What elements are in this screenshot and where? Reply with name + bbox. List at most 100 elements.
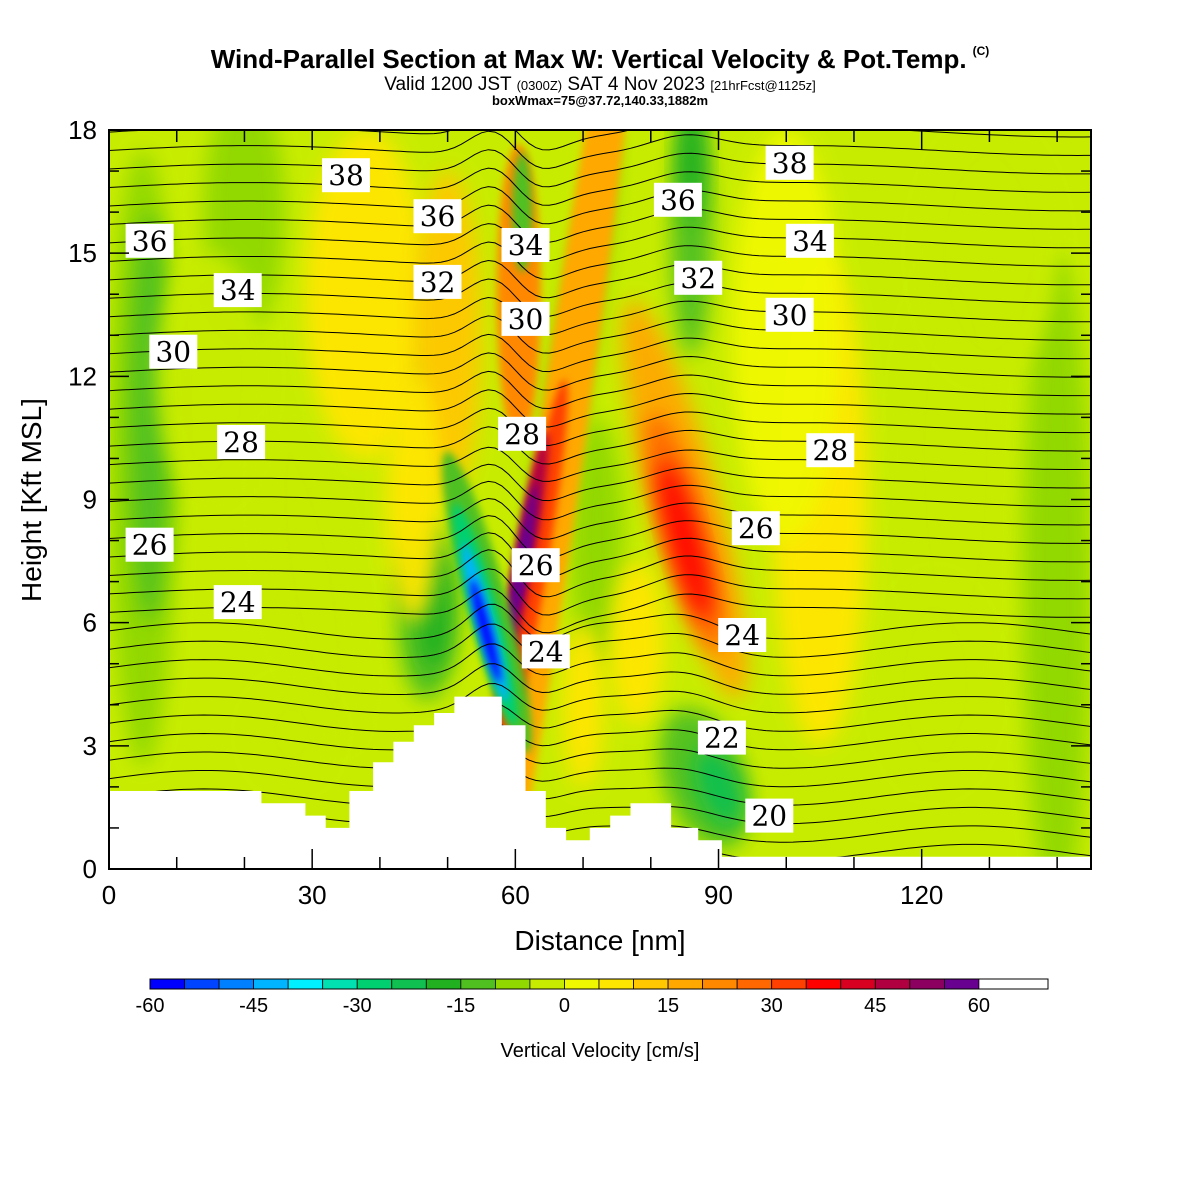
contour-label: 32: [674, 260, 723, 295]
colorbar-tick-label: -60: [136, 995, 165, 1017]
contour-label-box: [501, 301, 550, 336]
contour-label-text: 36: [420, 200, 456, 233]
w-blob: [610, 561, 665, 726]
contour-label-box: [718, 618, 767, 652]
contour-label-text: 32: [420, 266, 456, 299]
contour-label: 36: [125, 223, 174, 258]
contour-label-box: [413, 264, 462, 299]
theta-contour: [109, 762, 1091, 788]
theta-contour: [109, 315, 1091, 354]
contour-label-text: 30: [772, 299, 808, 332]
colorbar: -60 -45 -30 -15 0 15 30 45 60: [136, 978, 1049, 1017]
colorbar-swatch: [598, 978, 634, 990]
contour-label: 34: [501, 228, 550, 262]
theta-contour: [109, 532, 1091, 579]
theta-contour: [109, 370, 1091, 410]
contour-label: 32: [413, 264, 462, 299]
theta-contour: [109, 149, 1091, 188]
contour-label-box: [745, 798, 794, 833]
box-max-info: boxWmax=75@37.72,140.33,1882m: [491, 93, 709, 108]
theta-contour-labels: 38 38 36 36 36 34 34 34 32 32 30 30 30 28 28 28 26 26 26 24…: [125, 145, 855, 833]
colorbar-title: Vertical Velocity [cm/s]: [501, 1040, 700, 1062]
contour-label: 28: [498, 416, 547, 451]
contour-label-text: 34: [508, 229, 544, 262]
contour-label: 24: [213, 585, 262, 620]
contour-label-box: [511, 548, 560, 583]
contour-label-text: 22: [704, 722, 740, 755]
contour-label-text: 32: [680, 262, 716, 295]
contour-label: 22: [697, 720, 746, 755]
theta-contour: [109, 186, 1091, 225]
colorbar-swatch: [943, 978, 980, 990]
x-axis-title: Distance [nm]: [514, 925, 685, 956]
theta-contour: [109, 480, 1091, 521]
colorbar-swatch: [287, 978, 324, 990]
theta-contour: [109, 623, 1091, 659]
contour-label-box: [806, 433, 855, 468]
contour-label-text: 30: [508, 303, 544, 336]
theta-contour: [109, 130, 1091, 169]
x-tick-label: 30: [298, 880, 327, 910]
contour-label-box: [765, 297, 814, 332]
contour-label-box: [674, 260, 723, 295]
contour-label: 30: [501, 301, 550, 336]
contour-label-box: [765, 145, 814, 180]
y-tick-label: 0: [83, 854, 97, 884]
theta-contour: [109, 389, 1091, 428]
y-tick-label: 6: [83, 608, 97, 638]
contour-label-box: [217, 425, 266, 459]
contour-label: 36: [413, 199, 462, 234]
y-tick-label: 18: [68, 115, 97, 145]
contour-label-text: 38: [328, 159, 364, 192]
contour-label: 38: [765, 145, 814, 180]
theta-contour: [109, 568, 1091, 616]
contour-label-box: [125, 527, 174, 562]
theta-contour: [109, 167, 1091, 206]
w-blob: [251, 684, 333, 783]
subtitle-valid: Valid 1200 JST: [384, 74, 512, 95]
contour-label-box: [322, 158, 370, 193]
colorbar-tick-label: 0: [559, 995, 570, 1017]
contour-label: 26: [125, 527, 174, 562]
colorbar-swatch: [391, 978, 427, 990]
contour-label-text: 20: [751, 800, 787, 833]
contour-label-text: 28: [504, 418, 540, 451]
x-tick-label: 0: [102, 880, 116, 910]
w-blob: [263, 419, 362, 744]
theta-contour: [109, 296, 1091, 336]
contour-label-box: [697, 720, 746, 755]
chart-subtitle: Valid 1200 JST (0300Z) SAT 4 Nov 2023 [2…: [0, 74, 1200, 96]
colorbar-tick-label: 45: [864, 995, 886, 1017]
contour-label-text: 38: [772, 147, 808, 180]
contour-label-text: 28: [223, 426, 259, 459]
contour-label-text: 26: [518, 549, 554, 582]
colorbar-swatch: [184, 978, 220, 990]
contour-label: 28: [806, 433, 855, 468]
colorbar-swatch: [909, 978, 945, 990]
contour-label-text: 24: [528, 635, 564, 668]
contour-label: 38: [322, 158, 370, 193]
theta-contour: [109, 742, 1091, 769]
contour-label: 26: [511, 548, 560, 583]
colorbar-tick-label: -45: [239, 995, 268, 1017]
theta-contour: [109, 407, 1091, 447]
theta-contour: [109, 223, 1091, 262]
w-blob: [881, 581, 990, 787]
colorbar-swatch: [529, 978, 565, 990]
contour-label-box: [501, 228, 550, 262]
theta-contour: [109, 130, 1091, 151]
subtitle-forecast: [21hrFcst@1125z]: [710, 78, 816, 93]
contour-label-box: [498, 416, 547, 451]
contour-label-text: 26: [132, 529, 168, 562]
colorbar-swatch: [494, 978, 531, 990]
colorbar-swatch: [736, 978, 773, 990]
colorbar-swatch: [564, 978, 600, 990]
w-blob: [694, 747, 743, 827]
chart-title-text: Wind-Parallel Section at Max W: Vertical…: [210, 44, 967, 74]
colorbar-swatch: [667, 978, 704, 990]
w-blob: [386, 376, 441, 623]
theta-contour: [109, 463, 1091, 502]
subtitle-utc: (0300Z): [516, 78, 563, 93]
contour-label-text: 36: [660, 184, 696, 217]
